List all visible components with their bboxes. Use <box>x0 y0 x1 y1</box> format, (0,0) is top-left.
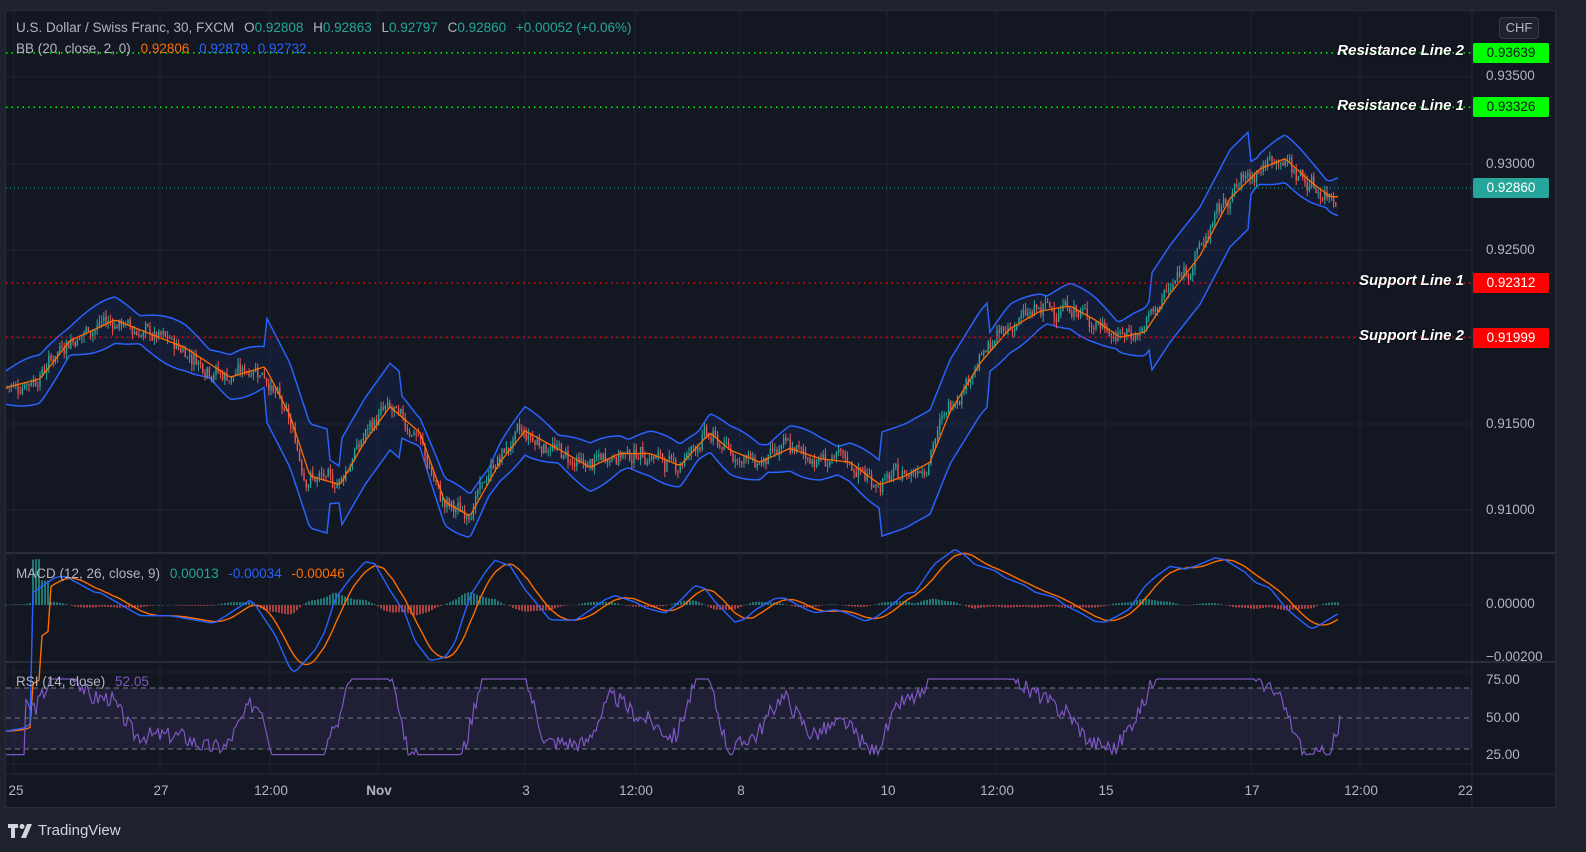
time-axis-label: 17 <box>1244 783 1260 798</box>
macd-title: MACD (12, 26, close, 9) <box>16 566 161 581</box>
bb-lower-value: 0.92732 <box>257 41 307 56</box>
time-axis-label: 8 <box>737 783 745 798</box>
symbol-legend[interactable]: U.S. Dollar / Swiss Franc, 30, FXCM O0.9… <box>16 20 638 35</box>
macd-axis-label: 0.00000 <box>1486 596 1535 611</box>
macd-signal-value: -0.00046 <box>291 566 345 581</box>
price-axis-label: 0.91500 <box>1486 416 1535 431</box>
macd-axis-label: −0.00200 <box>1486 649 1543 661</box>
top-strip <box>0 0 1586 10</box>
open-value: 0.92808 <box>254 20 304 35</box>
rsi-legend[interactable]: RSI (14, close) 52.05 <box>16 674 155 689</box>
currency-button[interactable]: CHF <box>1499 17 1539 39</box>
macd-legend[interactable]: MACD (12, 26, close, 9) 0.00013 -0.00034… <box>16 566 351 581</box>
tradingview-logo[interactable]: TradingView <box>8 822 121 839</box>
tradingview-brand-text: TradingView <box>38 822 121 839</box>
time-axis-label: 25 <box>8 783 24 798</box>
time-axis-label: 22 <box>1458 783 1472 798</box>
low-value: 0.92797 <box>389 20 438 35</box>
support-1-label[interactable]: Support Line 1 <box>1359 272 1464 289</box>
low-label: L <box>381 20 389 35</box>
tradingview-logo-icon <box>8 823 32 838</box>
change-value: +0.00052 (+0.06%) <box>515 20 632 35</box>
price-axis-label: 0.93000 <box>1486 156 1535 171</box>
time-axis-label: 15 <box>1098 783 1114 798</box>
support-2-price-tag: 0.91999 <box>1473 328 1549 348</box>
resistance-1-label[interactable]: Resistance Line 1 <box>1337 97 1464 114</box>
macd-line-value: -0.00034 <box>228 566 282 581</box>
time-axis-label: Nov <box>366 783 392 798</box>
rsi-axis-label: 75.00 <box>1486 672 1520 687</box>
symbol-title: U.S. Dollar / Swiss Franc, 30, FXCM <box>16 20 235 35</box>
time-axis-label: 3 <box>522 783 530 798</box>
bb-basis-value: 0.92806 <box>140 41 190 56</box>
rsi-value: 52.05 <box>115 674 149 689</box>
bb-title: BB (20, close, 2, 0) <box>16 41 131 56</box>
close-label: C <box>447 20 458 35</box>
rsi-title: RSI (14, close) <box>16 674 106 689</box>
high-label: H <box>313 20 323 35</box>
time-axis-label: 27 <box>153 783 169 798</box>
time-axis-label: 12:00 <box>980 783 1014 798</box>
price-axis-label: 0.92500 <box>1486 242 1535 257</box>
time-axis-label: 12:00 <box>254 783 288 798</box>
time-axis-label: 12:00 <box>1344 783 1378 798</box>
price-axis-label: 0.93500 <box>1486 68 1535 83</box>
resistance-2-label[interactable]: Resistance Line 2 <box>1337 42 1464 59</box>
chart-frame <box>5 10 1556 808</box>
support-2-label[interactable]: Support Line 2 <box>1359 327 1464 344</box>
bb-legend[interactable]: BB (20, close, 2, 0) 0.92806 0.92879 0.9… <box>16 41 313 56</box>
bb-upper-value: 0.92879 <box>199 41 248 56</box>
support-1-price-tag: 0.92312 <box>1473 273 1549 293</box>
close-value: 0.92860 <box>457 20 507 35</box>
price-axis-label: 0.91000 <box>1486 502 1535 517</box>
open-label: O <box>244 20 255 35</box>
resistance-1-price-tag: 0.93326 <box>1473 97 1549 117</box>
time-axis-label: 10 <box>880 783 896 798</box>
high-value: 0.92863 <box>322 20 372 35</box>
macd-histogram-value: 0.00013 <box>169 566 219 581</box>
resistance-2-price-tag: 0.93639 <box>1473 43 1549 63</box>
rsi-axis-label: 50.00 <box>1486 710 1520 725</box>
rsi-axis-label: 25.00 <box>1486 747 1520 762</box>
time-axis-label: 12:00 <box>619 783 653 798</box>
last-price-tag: 0.92860 <box>1473 178 1549 198</box>
